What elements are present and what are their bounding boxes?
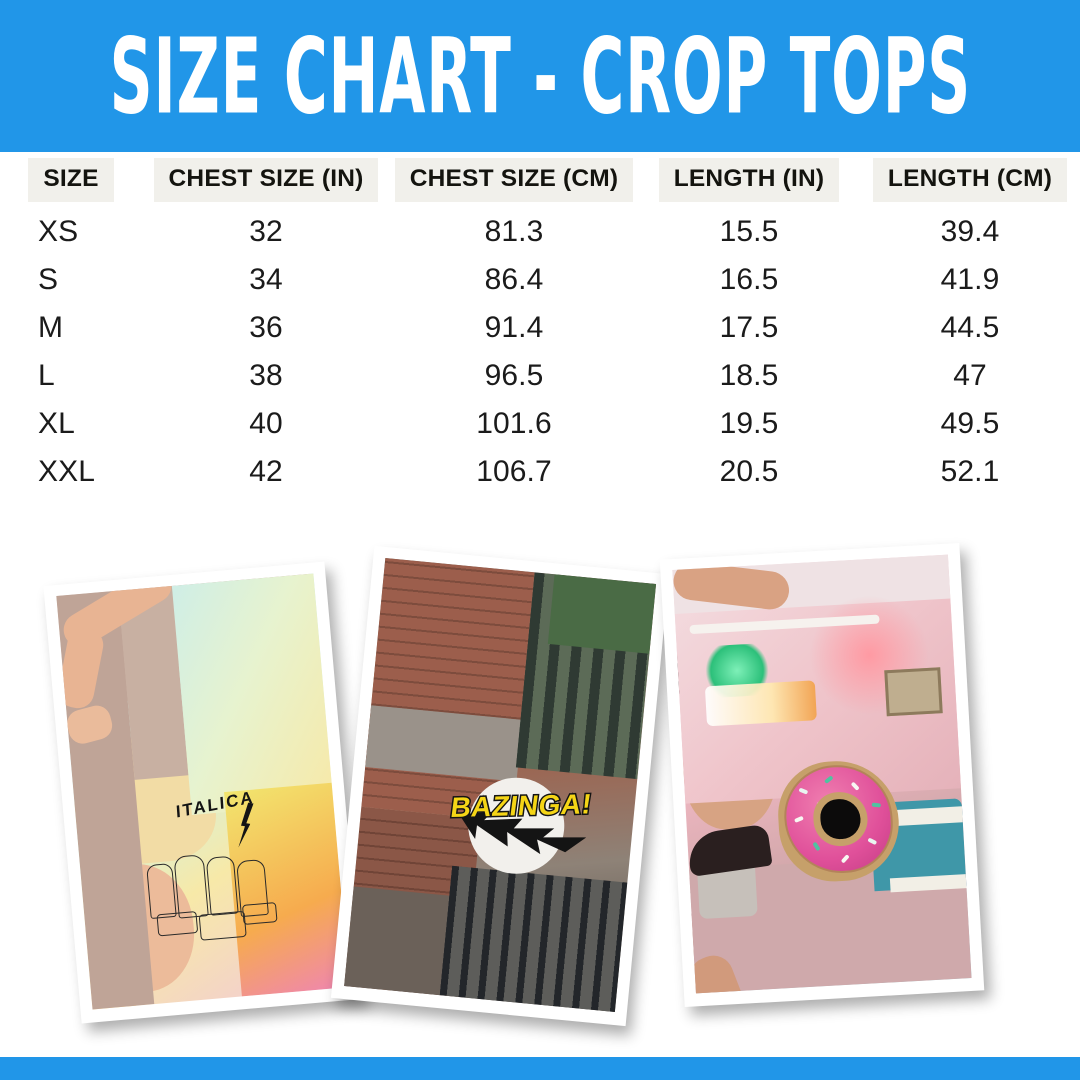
column-header-chest-cm: CHEST SIZE (CM) (390, 152, 638, 208)
cell-size: M (38, 311, 64, 344)
cell-chest-in: 40 (249, 407, 283, 440)
column-header-label: LENGTH (CM) (872, 158, 1068, 202)
cell-size: XL (38, 407, 75, 440)
cell-size: L (38, 359, 55, 392)
cell-length-cm: 44.5 (940, 311, 1000, 344)
cell-length-cm: 39.4 (940, 215, 1000, 248)
cell-chest-cm: 96.5 (484, 359, 544, 392)
cell-chest-in: 38 (249, 359, 283, 392)
cell-length-in: 15.5 (719, 215, 779, 248)
cell-length-in: 19.5 (719, 407, 779, 440)
column-header-label: SIZE (28, 158, 114, 202)
table-row: S 34 86.4 16.5 41.9 (0, 256, 1080, 304)
table-row: XS 32 81.3 15.5 39.4 (0, 208, 1080, 256)
column-header-label: LENGTH (IN) (658, 158, 840, 202)
background-greenery (547, 574, 657, 654)
table-body: XS 32 81.3 15.5 39.4 S 34 86.4 16.5 41.9… (0, 208, 1080, 496)
column-header-length-cm: LENGTH (CM) (860, 152, 1080, 208)
product-photo-bazinga: BAZINGA! (330, 545, 670, 1027)
shirt-graphic-text: BAZINGA! (447, 787, 595, 825)
footer-band (0, 1057, 1080, 1080)
column-header-chest-in: CHEST SIZE (IN) (142, 152, 390, 208)
table-row: XXL 42 106.7 20.5 52.1 (0, 448, 1080, 496)
cell-length-cm: 49.5 (940, 407, 1000, 440)
column-header-label: CHEST SIZE (IN) (153, 158, 379, 202)
column-header-length-in: LENGTH (IN) (638, 152, 860, 208)
table-header-row: SIZE CHEST SIZE (IN) CHEST SIZE (CM) LEN… (0, 152, 1080, 208)
product-photo-donut (659, 542, 985, 1008)
cell-length-cm: 41.9 (940, 263, 1000, 296)
column-header-size: SIZE (0, 152, 142, 208)
cell-size: XXL (38, 455, 96, 488)
product-photo-italica: ITALICA (43, 561, 363, 1024)
cell-length-in: 16.5 (719, 263, 779, 296)
shirt-line-art (141, 845, 298, 950)
cell-size: S (38, 263, 59, 296)
photo-image (672, 554, 972, 994)
cell-size: XS (38, 215, 79, 248)
background-fence (439, 865, 628, 1013)
product-photo-strip: ITALICA (0, 542, 1080, 1057)
header-band: SIZE CHART - CROP TOPS (0, 0, 1080, 152)
background-neon-sign-text (704, 680, 817, 727)
table-row: M 36 91.4 17.5 44.5 (0, 304, 1080, 352)
column-header-label: CHEST SIZE (CM) (394, 158, 634, 202)
cell-length-in: 18.5 (719, 359, 779, 392)
size-table: SIZE CHEST SIZE (IN) CHEST SIZE (CM) LEN… (0, 152, 1080, 496)
cell-length-in: 17.5 (719, 311, 779, 344)
cell-chest-in: 42 (249, 455, 283, 488)
cell-chest-cm: 86.4 (484, 263, 544, 296)
background-pastel-top (171, 573, 334, 816)
cell-chest-cm: 91.4 (484, 311, 544, 344)
photo-image: ITALICA (56, 573, 350, 1010)
cell-chest-cm: 101.6 (476, 407, 552, 440)
table-header: SIZE CHEST SIZE (IN) CHEST SIZE (CM) LEN… (0, 152, 1080, 208)
size-table-container: SIZE CHEST SIZE (IN) CHEST SIZE (CM) LEN… (0, 152, 1080, 547)
background-wall-frame (884, 667, 943, 717)
cell-chest-in: 32 (249, 215, 283, 248)
cell-length-cm: 47 (953, 359, 987, 392)
cell-chest-cm: 81.3 (484, 215, 544, 248)
cell-chest-in: 36 (249, 311, 283, 344)
cell-length-in: 20.5 (719, 455, 779, 488)
table-row: L 38 96.5 18.5 47 (0, 352, 1080, 400)
cell-chest-in: 34 (249, 263, 283, 296)
cell-chest-cm: 106.7 (476, 455, 552, 488)
table-row: XL 40 101.6 19.5 49.5 (0, 400, 1080, 448)
photo-image: BAZINGA! (344, 557, 657, 1013)
page-title: SIZE CHART - CROP TOPS (109, 14, 971, 138)
cell-length-cm: 52.1 (940, 455, 1000, 488)
